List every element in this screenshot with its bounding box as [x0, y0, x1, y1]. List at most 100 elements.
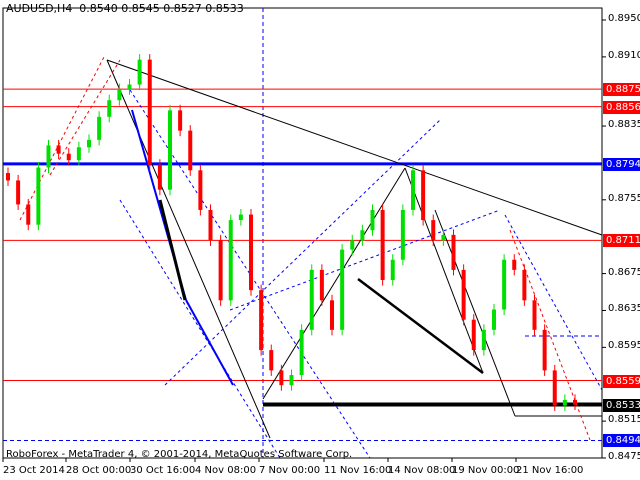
y-tick-label: 0.8910: [608, 49, 640, 61]
candle-body: [127, 84, 132, 90]
price-level-badge: 0.8875: [603, 83, 640, 97]
price-level-badge: 0.8494: [603, 434, 640, 448]
candle-body: [542, 329, 547, 371]
trend-line: [119, 199, 281, 459]
candle-body: [107, 100, 112, 117]
trend-line: [504, 214, 603, 391]
candle-body: [451, 234, 456, 270]
trend-line: [19, 54, 106, 221]
candle-body: [97, 116, 102, 140]
y-tick-label: 0.8595: [608, 340, 640, 352]
candle-body: [370, 209, 375, 231]
candle-body: [319, 269, 324, 301]
candle-body: [502, 259, 507, 310]
candle-body: [157, 164, 162, 190]
candle-body: [299, 329, 304, 376]
candle-body: [289, 375, 294, 386]
candle-body: [562, 399, 567, 406]
trend-line: [229, 209, 501, 311]
candle-body: [360, 230, 365, 241]
y-tick-label: 0.8675: [608, 266, 640, 278]
candle-body: [471, 319, 476, 351]
trend-line: [158, 199, 187, 301]
candle-body: [522, 269, 527, 301]
candle-body: [56, 145, 61, 154]
candle-body: [238, 214, 243, 221]
candle-body: [532, 300, 537, 330]
candle-body: [411, 170, 415, 210]
x-tick-label: 11 Nov 16:00: [324, 465, 392, 476]
x-tick-label: 30 Oct 16:00: [130, 465, 196, 476]
candle-body: [137, 59, 142, 85]
candle-body: [552, 370, 557, 406]
candle-body: [168, 110, 172, 190]
candle-body: [461, 269, 466, 320]
trend-line: [404, 167, 484, 374]
candle-body: [87, 139, 91, 148]
candle-body: [249, 214, 253, 291]
candle-body: [228, 220, 233, 301]
trend-line: [49, 59, 121, 176]
candle-body: [198, 170, 203, 210]
candle-body: [269, 350, 274, 371]
price-level-badge: 0.8533: [603, 398, 640, 412]
price-level-badge: 0.8711: [603, 234, 640, 248]
candle-body: [117, 89, 122, 101]
candle-body: [147, 59, 152, 165]
candle-body: [512, 259, 517, 270]
price-level-badge: 0.8559: [603, 374, 640, 388]
price-level-badge: 0.8856: [603, 100, 640, 114]
x-tick-label: 19 Nov 00:00: [452, 465, 520, 476]
y-tick-label: 0.8515: [608, 414, 640, 426]
trend-line: [262, 167, 406, 400]
candle-body: [36, 167, 41, 225]
candle-body: [26, 204, 31, 225]
candle-body: [178, 110, 183, 131]
price-level-badge: 0.8794: [603, 157, 640, 171]
candle-body: [46, 145, 51, 168]
candle-body: [390, 259, 395, 281]
x-tick-label: 23 Oct 2014: [3, 465, 65, 476]
symbol-header: AUDUSD,H4 0.8540 0.8545 0.8527 0.8533: [6, 2, 244, 15]
candle-body: [208, 209, 213, 241]
candle-body: [309, 269, 314, 330]
candle-body: [6, 173, 10, 181]
x-tick-label: 28 Oct 00:00: [66, 465, 132, 476]
y-tick-label: 0.8835: [608, 119, 640, 131]
trend-line: [106, 59, 271, 439]
candle-body: [76, 147, 81, 161]
trend-line: [434, 209, 516, 417]
candle-body: [481, 329, 486, 351]
trend-line: [357, 278, 484, 374]
y-tick-label: 0.8635: [608, 303, 640, 315]
candle-body: [431, 220, 436, 241]
candle-body: [16, 180, 21, 205]
candle-body: [188, 130, 193, 171]
candle-body: [259, 290, 264, 351]
copyright-text: RoboForex - MetaTrader 4, © 2001-2014, M…: [6, 449, 353, 460]
plot-frame: [2, 7, 603, 459]
candle-body: [573, 399, 577, 405]
candle-body: [380, 209, 385, 281]
y-tick-label: 0.8950: [608, 13, 640, 24]
y-tick-label: 0.8475: [608, 450, 640, 462]
candle-body: [330, 300, 334, 330]
candle-body: [421, 170, 426, 221]
candle-body: [492, 309, 496, 330]
y-tick-label: 0.8755: [608, 192, 640, 204]
trend-line: [509, 229, 591, 441]
trend-line: [164, 119, 441, 386]
candle-body: [340, 249, 345, 330]
candle-body: [279, 370, 284, 386]
candle-body: [350, 240, 355, 250]
x-tick-label: 7 Nov 00:00: [259, 465, 321, 476]
candle-body: [66, 153, 71, 161]
x-tick-label: 14 Nov 08:00: [388, 465, 456, 476]
x-tick-label: 4 Nov 08:00: [195, 465, 257, 476]
x-tick-label: 21 Nov 16:00: [516, 465, 584, 476]
candle-body: [218, 240, 223, 301]
trend-line: [106, 59, 603, 236]
candle-body: [400, 209, 405, 260]
